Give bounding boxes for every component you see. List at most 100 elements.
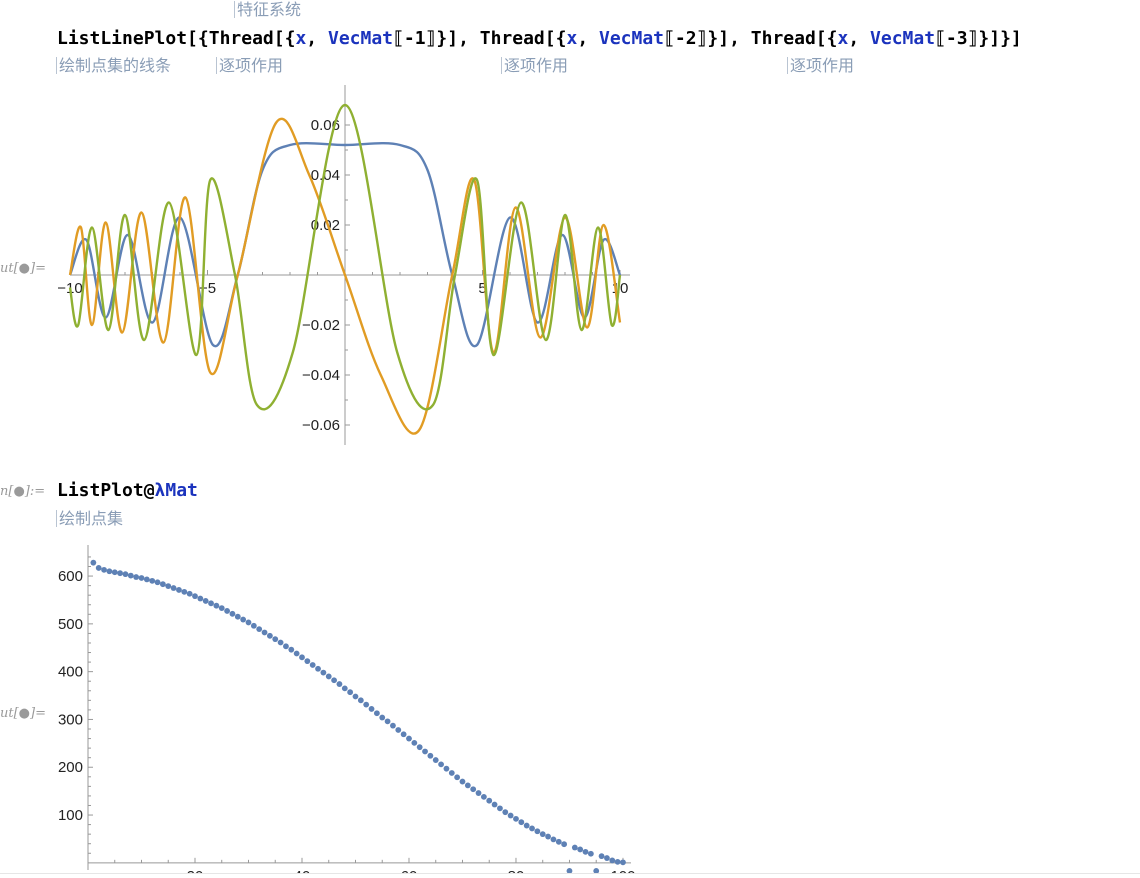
data-point bbox=[357, 697, 364, 704]
data-point bbox=[256, 626, 263, 633]
data-point bbox=[186, 590, 193, 597]
data-point bbox=[101, 566, 107, 573]
data-point bbox=[443, 765, 450, 772]
data-point bbox=[475, 790, 482, 796]
var-lambdamat: λMat bbox=[154, 480, 198, 501]
data-point bbox=[288, 646, 295, 653]
func-thread-2: Thread bbox=[479, 28, 545, 49]
data-point bbox=[234, 613, 241, 620]
y-tick-label: 500 bbox=[58, 616, 83, 633]
hint-listlineplot: 绘制点集的线条 bbox=[56, 52, 171, 76]
func-thread-3: Thread bbox=[750, 28, 816, 49]
hint-thread-1: 逐项作用 bbox=[216, 52, 283, 76]
out-prompt-1: ut[●]= bbox=[0, 261, 46, 276]
comma: , bbox=[306, 28, 328, 49]
data-point bbox=[427, 752, 434, 759]
data-point bbox=[266, 632, 273, 639]
data-point bbox=[406, 735, 412, 742]
data-point bbox=[609, 857, 616, 864]
y-tick-label: 200 bbox=[58, 759, 83, 776]
data-point bbox=[620, 859, 626, 866]
var-vecmat: VecMat bbox=[327, 28, 394, 49]
scatter-chart[interactable]: 20 40 60 80 100 100 200 300 400 500 600 bbox=[55, 540, 635, 874]
y-tick-label: 0.02 bbox=[311, 217, 340, 234]
data-point bbox=[587, 850, 594, 857]
data-point bbox=[325, 673, 332, 680]
x-tick-label: 100 bbox=[610, 868, 635, 874]
data-point bbox=[368, 706, 375, 712]
bracket: }] bbox=[436, 28, 459, 49]
line-chart[interactable]: −10 −5 5 100.060.040.02−0.02−0.04−0.06 bbox=[55, 80, 635, 460]
data-point bbox=[229, 610, 236, 617]
var-vecmat: VecMat bbox=[870, 28, 936, 49]
bracket: [{ bbox=[273, 28, 296, 49]
func-listplot: ListPlot@ bbox=[57, 480, 155, 501]
hint-thread-2: 逐项作用 bbox=[501, 52, 568, 76]
data-point bbox=[507, 812, 514, 819]
y-tick-label: 300 bbox=[58, 711, 83, 728]
bracket: }] bbox=[978, 28, 1001, 49]
data-point bbox=[614, 858, 621, 865]
data-point bbox=[545, 833, 551, 840]
data-point bbox=[283, 643, 289, 650]
bracket: [{ bbox=[815, 28, 838, 49]
data-point bbox=[138, 575, 145, 581]
index-3: ⟦-3⟧ bbox=[935, 28, 979, 49]
data-point bbox=[513, 815, 519, 822]
data-point bbox=[315, 665, 321, 672]
data-point bbox=[448, 770, 455, 776]
data-point bbox=[593, 868, 600, 874]
index-2: ⟦-2⟧ bbox=[664, 28, 708, 49]
data-point bbox=[197, 595, 204, 602]
data-point bbox=[277, 639, 284, 646]
data-point bbox=[416, 744, 423, 751]
x-tick-label: 20 bbox=[187, 868, 204, 874]
data-point bbox=[411, 739, 418, 746]
data-point bbox=[341, 685, 348, 692]
data-point bbox=[438, 761, 444, 768]
data-point bbox=[272, 636, 279, 643]
data-point bbox=[550, 836, 557, 843]
bracket: }] bbox=[1000, 28, 1022, 49]
comma: , bbox=[577, 28, 599, 49]
data-point bbox=[400, 731, 407, 738]
input-line-1[interactable]: ListLinePlot[{Thread[{x, VecMat⟦-1⟧}], T… bbox=[57, 28, 1022, 49]
hint-thread-3: 逐项作用 bbox=[787, 52, 854, 76]
data-point bbox=[577, 846, 584, 853]
data-point bbox=[224, 608, 230, 614]
x-tick-label: 40 bbox=[294, 868, 311, 874]
data-point bbox=[261, 629, 268, 636]
in-prompt-2: n[●]:= bbox=[0, 484, 46, 499]
comma: , bbox=[729, 28, 751, 49]
data-point bbox=[117, 570, 123, 577]
var-x: x bbox=[837, 28, 849, 49]
data-point bbox=[159, 581, 166, 588]
data-point bbox=[555, 838, 562, 845]
y-tick-label: 100 bbox=[58, 807, 83, 824]
data-point bbox=[491, 801, 498, 808]
y-tick-label: −0.06 bbox=[302, 417, 340, 434]
data-point bbox=[422, 748, 428, 755]
data-point bbox=[373, 710, 380, 717]
func-listlineplot: ListLinePlot bbox=[57, 28, 188, 49]
var-x: x bbox=[566, 28, 578, 49]
data-point bbox=[192, 593, 198, 600]
data-point bbox=[213, 602, 220, 609]
data-point bbox=[454, 774, 461, 781]
data-point bbox=[432, 757, 439, 763]
data-point bbox=[539, 831, 546, 838]
data-point bbox=[170, 585, 177, 591]
hint-listplot: 绘制点集 bbox=[56, 505, 123, 529]
data-point bbox=[245, 619, 252, 626]
data-point bbox=[480, 793, 487, 800]
data-point bbox=[240, 616, 247, 623]
data-point bbox=[320, 669, 327, 676]
input-line-2[interactable]: ListPlot@λMat bbox=[57, 480, 198, 501]
data-point bbox=[390, 722, 396, 729]
data-point bbox=[534, 828, 541, 835]
data-point bbox=[604, 855, 610, 861]
data-point bbox=[497, 805, 503, 812]
data-point bbox=[143, 576, 150, 583]
data-point bbox=[304, 658, 311, 665]
y-tick-label: 400 bbox=[58, 664, 83, 681]
